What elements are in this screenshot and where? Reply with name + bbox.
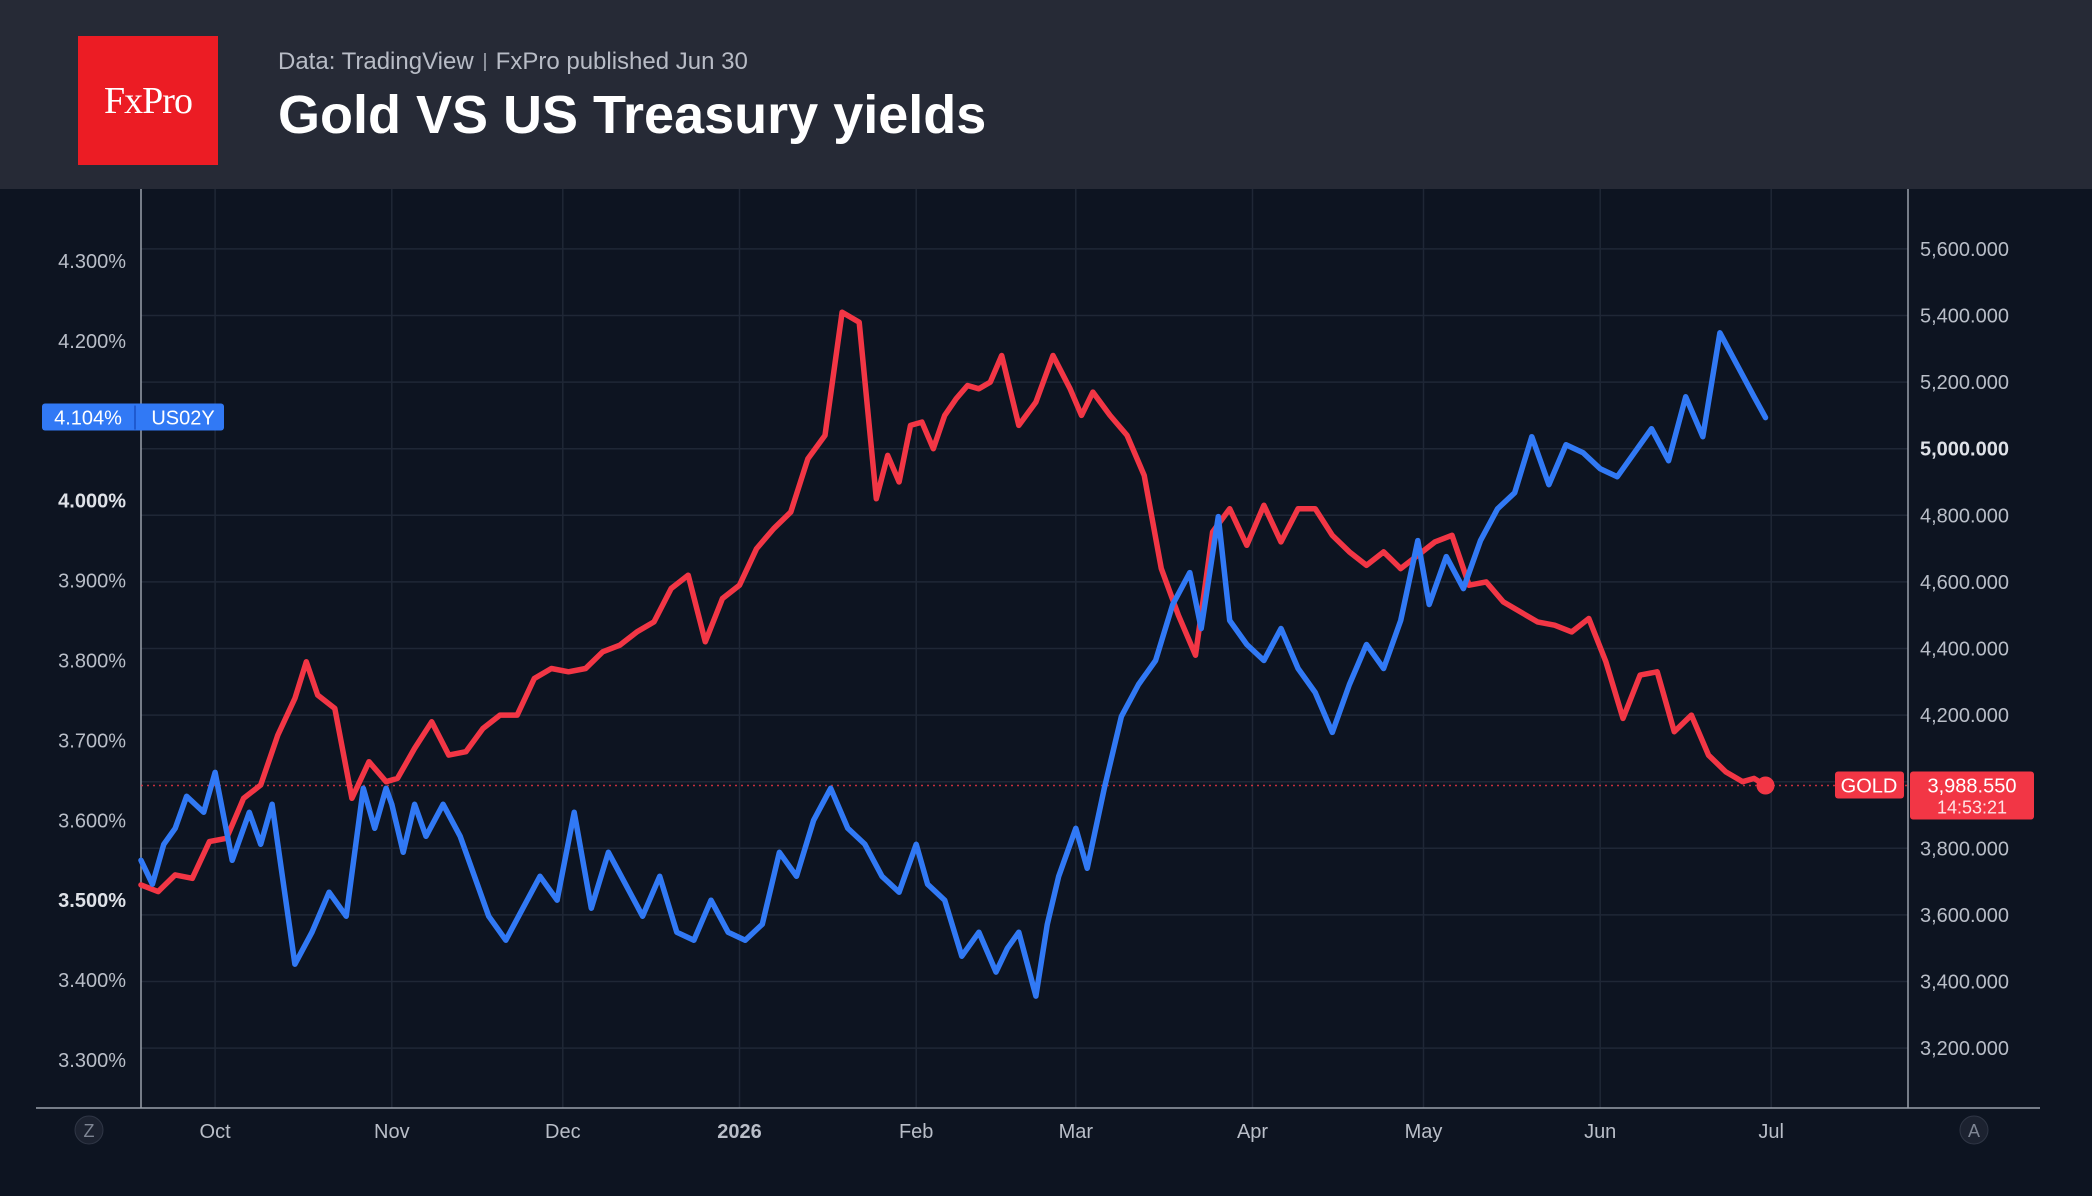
left-tick-label: 3.900% [58,571,126,593]
source-line: Data: TradingView FxPro published Jun 30 [278,48,748,76]
gold-last-point [1756,776,1775,795]
data-source: Data: TradingView [278,48,474,75]
x-tick-label: Nov [374,1121,410,1143]
right-tick-label: 3,600.000 [1920,905,2009,927]
left-tick-label: 3.500% [58,890,126,912]
us02y-price-badge: 4.104% US02Y [42,403,224,431]
right-tick-label: 5,600.000 [1920,239,2009,261]
x-tick-label: Feb [899,1121,933,1143]
left-tick-label: 3.300% [58,1050,126,1072]
x-tick-label: Jun [1584,1121,1616,1143]
right-tick-label: 4,600.000 [1920,572,2009,594]
corner-button-left[interactable]: Z [74,1115,104,1145]
header-bar: FxPro Data: TradingView FxPro published … [0,0,2092,189]
x-tick-label: Oct [200,1121,232,1143]
x-tick-label: Apr [1237,1121,1268,1143]
page-title: Gold VS US Treasury yields [278,85,987,145]
corner-button-right[interactable]: A [1959,1115,1989,1145]
right-tick-label: 4,800.000 [1920,505,2009,527]
right-axis-ticks: 3,200.0003,400.0003,600.0003,800.0004,00… [1920,239,2009,1060]
gold-last-value: 3,988.550 [1928,776,2017,798]
x-axis-ticks: Oct Nov Dec 2026 Feb Mar Apr May Jun Jul [200,1121,1784,1143]
right-tick-label: 3,800.000 [1920,838,2009,860]
right-tick-label: 4,400.000 [1920,639,2009,661]
grid-lines [141,189,1908,1108]
meta-separator [483,53,486,71]
left-tick-label: 3.400% [58,970,126,992]
us02y-last-value: 4.104% [54,408,122,430]
right-tick-label: 5,200.000 [1920,372,2009,394]
gold-series-label: GOLD [1841,776,1898,798]
fxpro-logo: FxPro [78,36,218,165]
left-tick-label: 3.800% [58,650,126,672]
x-tick-label: Jul [1758,1121,1784,1143]
x-tick-label: Mar [1059,1121,1094,1143]
logo-text: FxPro [104,79,193,122]
gold-countdown: 14:53:21 [1937,798,2007,818]
right-tick-label: 3,400.000 [1920,971,2009,993]
series-line-us02y [138,330,1769,999]
x-tick-label: Dec [545,1121,581,1143]
x-tick-label: 2026 [717,1121,762,1143]
left-tick-label: 4.300% [58,251,126,273]
left-tick-label: 4.000% [58,491,126,513]
right-tick-label: 5,000.000 [1920,439,2009,461]
right-tick-label: 3,200.000 [1920,1038,2009,1060]
us02y-series-label: US02Y [151,408,214,430]
left-axis-ticks: 3.300% 3.400% 3.500% 3.600% 3.700% 3.800% 3.90… [58,171,126,1072]
series-line-gold [138,309,1769,895]
left-tick-label: 3.700% [58,730,126,752]
gold-price-badge: GOLD 3,988.550 14:53:21 [1835,771,2034,820]
left-tick-label: 3.600% [58,810,126,832]
left-tick-label: 4.200% [58,331,126,353]
x-tick-label: May [1405,1121,1443,1143]
right-tick-label: 4,200.000 [1920,705,2009,727]
right-tick-label: 5,400.000 [1920,306,2009,328]
publish-info: FxPro published Jun 30 [495,48,748,75]
corner-button-right-label: A [1968,1121,1980,1141]
corner-button-left-label: Z [84,1121,95,1141]
